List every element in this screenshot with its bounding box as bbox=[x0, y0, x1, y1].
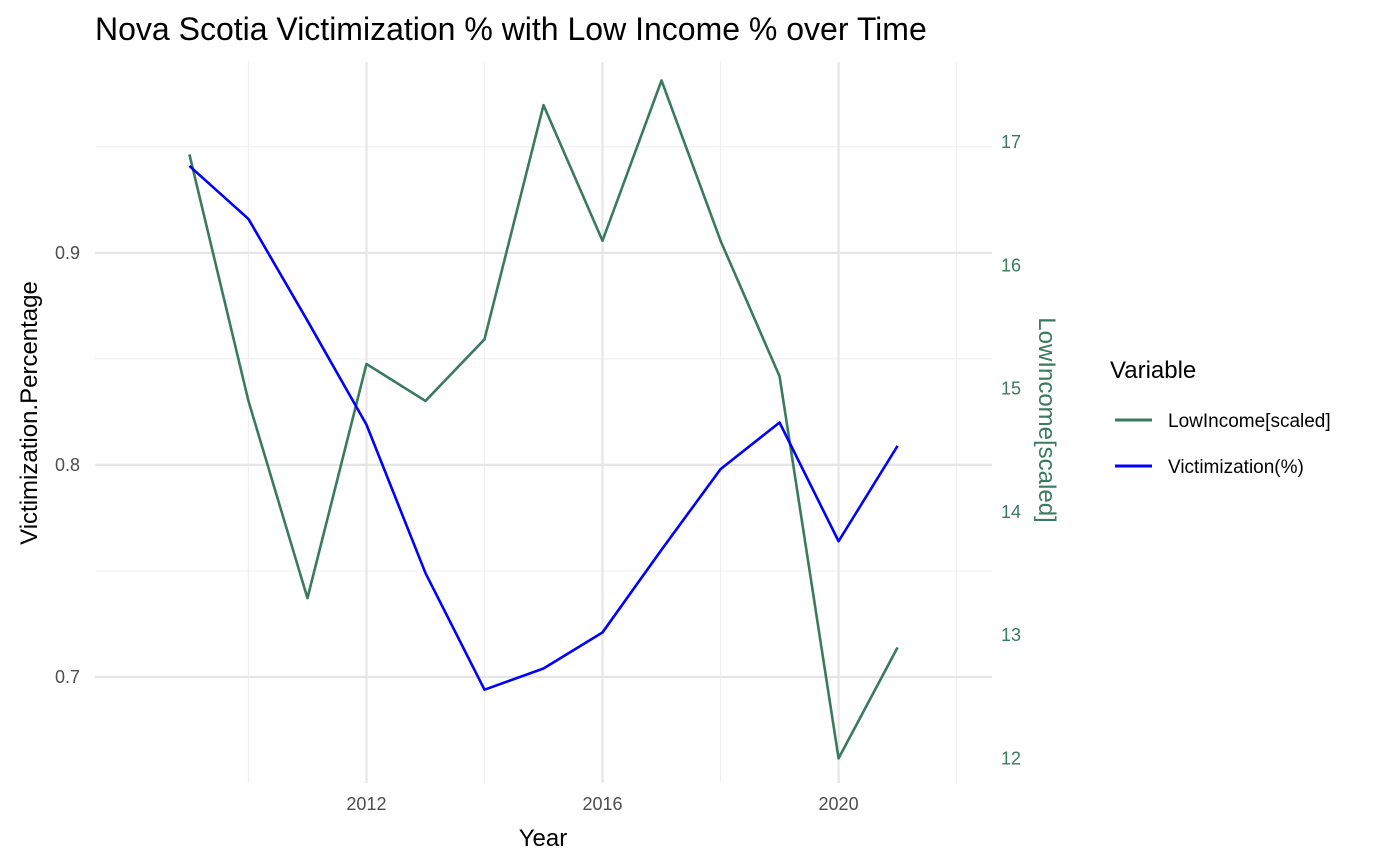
legend-title: Variable bbox=[1110, 357, 1196, 384]
y-tick-label: 0.8 bbox=[55, 455, 80, 475]
legend-label-victimization: Victimization(%) bbox=[1168, 457, 1304, 478]
y-tick-label: 0.7 bbox=[55, 667, 80, 687]
series-line-lowincome bbox=[188, 79, 899, 760]
series-line-victimization bbox=[188, 164, 899, 691]
y-right-axis-title: LowIncome[scaled] bbox=[1033, 317, 1060, 522]
x-tick-label: 2012 bbox=[346, 794, 386, 814]
y-right-tick-label: 14 bbox=[1001, 502, 1021, 522]
x-tick-label: 2016 bbox=[582, 794, 622, 814]
y-right-tick-label: 13 bbox=[1001, 625, 1021, 645]
y-right-tick-label: 16 bbox=[1001, 255, 1021, 275]
chart-title: Nova Scotia Victimization % with Low Inc… bbox=[95, 11, 927, 47]
tick-labels: 2012 2016 2020 0.7 0.8 0.9 12 13 14 15 16 17 bbox=[55, 132, 1021, 814]
y-axis-title: Victimization.Percentage bbox=[16, 281, 43, 545]
y-right-tick-label: 12 bbox=[1001, 748, 1021, 768]
y-tick-label: 0.9 bbox=[55, 243, 80, 263]
x-axis-title: Year bbox=[519, 825, 568, 852]
x-tick-label: 2020 bbox=[819, 794, 859, 814]
legend: Variable LowIncome[scaled] Victimization… bbox=[1110, 357, 1331, 478]
y-right-tick-label: 15 bbox=[1001, 379, 1021, 399]
series-lines bbox=[188, 79, 899, 760]
grid bbox=[95, 62, 992, 783]
y-right-tick-label: 17 bbox=[1001, 132, 1021, 152]
legend-label-lowincome: LowIncome[scaled] bbox=[1168, 411, 1331, 432]
